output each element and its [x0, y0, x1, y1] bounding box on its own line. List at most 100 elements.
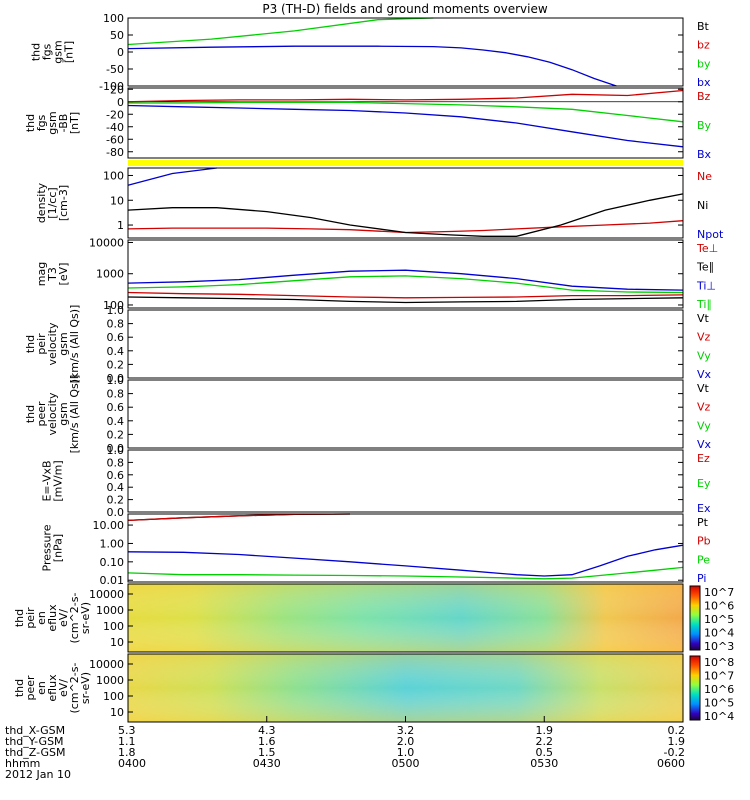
y-axis-label-line: T3	[46, 267, 59, 282]
x-tick-label: 0400	[118, 757, 146, 770]
y-axis-label-line: peir	[24, 607, 37, 629]
y-axis-label-line: eflux	[46, 604, 59, 632]
y-tick-label: 1.0	[107, 444, 125, 457]
y-tick-label: 10	[110, 194, 124, 207]
series-line-by	[127, 17, 434, 46]
legend-entry-Vx: Vx	[697, 368, 712, 381]
y-axis-label-line: [nPa]	[52, 534, 65, 562]
x-tick-label: 0.5	[536, 746, 554, 759]
y-tick-label: 10000	[89, 588, 124, 601]
legend-entry-Bx: Bx	[697, 148, 712, 161]
x-row-label: hhmm	[5, 757, 40, 770]
panel-frame	[127, 379, 684, 449]
legend-entry-Pb: Pb	[697, 535, 711, 548]
y-tick-label: 0	[117, 46, 124, 59]
y-axis-label-line: gsm	[57, 332, 70, 355]
y-axis-label-line: thd	[30, 43, 43, 61]
legend-entry-Vt: Vt	[697, 312, 710, 325]
legend-entry-Te⊥: Te⊥	[696, 242, 718, 255]
y-axis-label-line: density	[35, 182, 48, 223]
y-tick-label: 1000	[96, 268, 124, 281]
y-tick-label: 0.0	[107, 506, 125, 519]
y-axis-label-line: [mV/m]	[52, 460, 65, 501]
legend-entry-Vy: Vy	[697, 349, 711, 362]
y-tick-label: 1.0	[107, 374, 125, 387]
y-axis-label-line: gsm	[57, 402, 70, 425]
x-tick-label: 4.3	[258, 724, 276, 737]
y-tick-label: 0.6	[107, 401, 125, 414]
legend-entry-Te∥: Te∥	[696, 261, 714, 274]
series-line-Ne	[127, 220, 684, 234]
y-axis-label-line: [nT]	[68, 112, 81, 134]
legend-entry-Ti⊥: Ti⊥	[696, 279, 716, 292]
legend-entry-Ti∥: Ti∥	[696, 298, 712, 311]
x-tick-label: 1.9	[536, 724, 554, 737]
colorbar	[689, 585, 701, 651]
colorbar-label: 10^6	[704, 683, 734, 696]
status-bar	[128, 160, 683, 166]
x-tick-label: 1.1	[118, 735, 136, 748]
panel-frame	[127, 309, 684, 379]
y-tick-label: 100	[103, 169, 124, 182]
y-tick-label: 10000	[89, 658, 124, 671]
x-tick-label: 2.2	[536, 735, 554, 748]
x-tick-label: 1.6	[258, 735, 276, 748]
y-tick-label: 0.01	[100, 574, 125, 587]
y-axis-label-line: en	[35, 681, 48, 695]
series-line-Ni	[127, 193, 684, 237]
colorbar-label: 10^8	[704, 656, 734, 669]
panel-frame	[127, 167, 684, 239]
y-tick-label: 10	[110, 636, 124, 649]
y-tick-label: 0.4	[107, 415, 125, 428]
y-axis-label-line: -BB	[57, 114, 70, 133]
legend-entry-Vy: Vy	[697, 419, 711, 432]
y-tick-label: 1000	[96, 674, 124, 687]
legend-entry-Ex: Ex	[697, 502, 711, 515]
legend-entry-Bz: Bz	[697, 90, 711, 103]
colorbar	[689, 655, 701, 721]
series-line-Te⊥	[127, 291, 684, 299]
series-line-bx	[127, 45, 617, 87]
y-axis-label-line: eflux	[46, 674, 59, 702]
y-axis-label-line: mag	[35, 262, 48, 286]
x-row-label: thd_Y-GSM	[5, 735, 64, 748]
y-axis-label-line: peer	[24, 675, 37, 701]
series-line-By	[128, 101, 684, 123]
legend-entry-bx: bx	[697, 76, 711, 89]
y-tick-label: 0.0	[107, 372, 125, 385]
y-tick-label: 0.8	[107, 388, 125, 401]
y-tick-label: -40	[106, 121, 124, 134]
y-axis-label-line: fgs	[41, 43, 54, 60]
legend-entry-Ni: Ni	[697, 199, 708, 212]
x-row-label: thd_X-GSM	[5, 724, 65, 737]
y-axis-label-line: eV/	[57, 679, 70, 697]
y-axis-label-line: [km/s (All Qs)]	[68, 375, 81, 454]
panel-frame	[127, 449, 684, 513]
panel-frame	[127, 239, 684, 309]
y-axis-label-line: [1/cc]	[46, 187, 59, 218]
legend-entry-Ne: Ne	[697, 170, 712, 183]
colorbar-label: 10^3	[704, 640, 734, 653]
y-axis-label-line: (cm^2-s-	[68, 593, 81, 644]
series-line-Ti∥	[127, 275, 684, 294]
x-row-label: 2012 Jan 10	[5, 768, 71, 781]
y-tick-label: 0.10	[100, 556, 125, 569]
series-line-Pi	[127, 544, 684, 577]
legend-entry-bz: bz	[697, 39, 710, 52]
y-axis-label-line: gsm	[52, 40, 65, 63]
y-tick-label: 0.2	[107, 358, 125, 371]
legend-entry-Vt: Vt	[697, 382, 710, 395]
y-axis-label-line: thd	[24, 114, 37, 132]
y-tick-label: -100	[99, 80, 124, 93]
x-tick-label: -0.2	[664, 746, 685, 759]
colorbar-label: 10^7	[704, 586, 734, 599]
y-axis-label-line: thd	[24, 405, 37, 423]
y-tick-label: 1	[117, 219, 124, 232]
colorbar-label: 10^7	[704, 670, 734, 683]
legend-entry-Vz: Vz	[697, 401, 711, 414]
x-tick-label: 3.2	[397, 724, 415, 737]
series-line-Bz	[127, 89, 684, 103]
y-tick-label: 0.8	[107, 318, 125, 331]
legend-entry-Vx: Vx	[697, 438, 712, 451]
y-axis-label-line: [nT]	[63, 41, 76, 63]
